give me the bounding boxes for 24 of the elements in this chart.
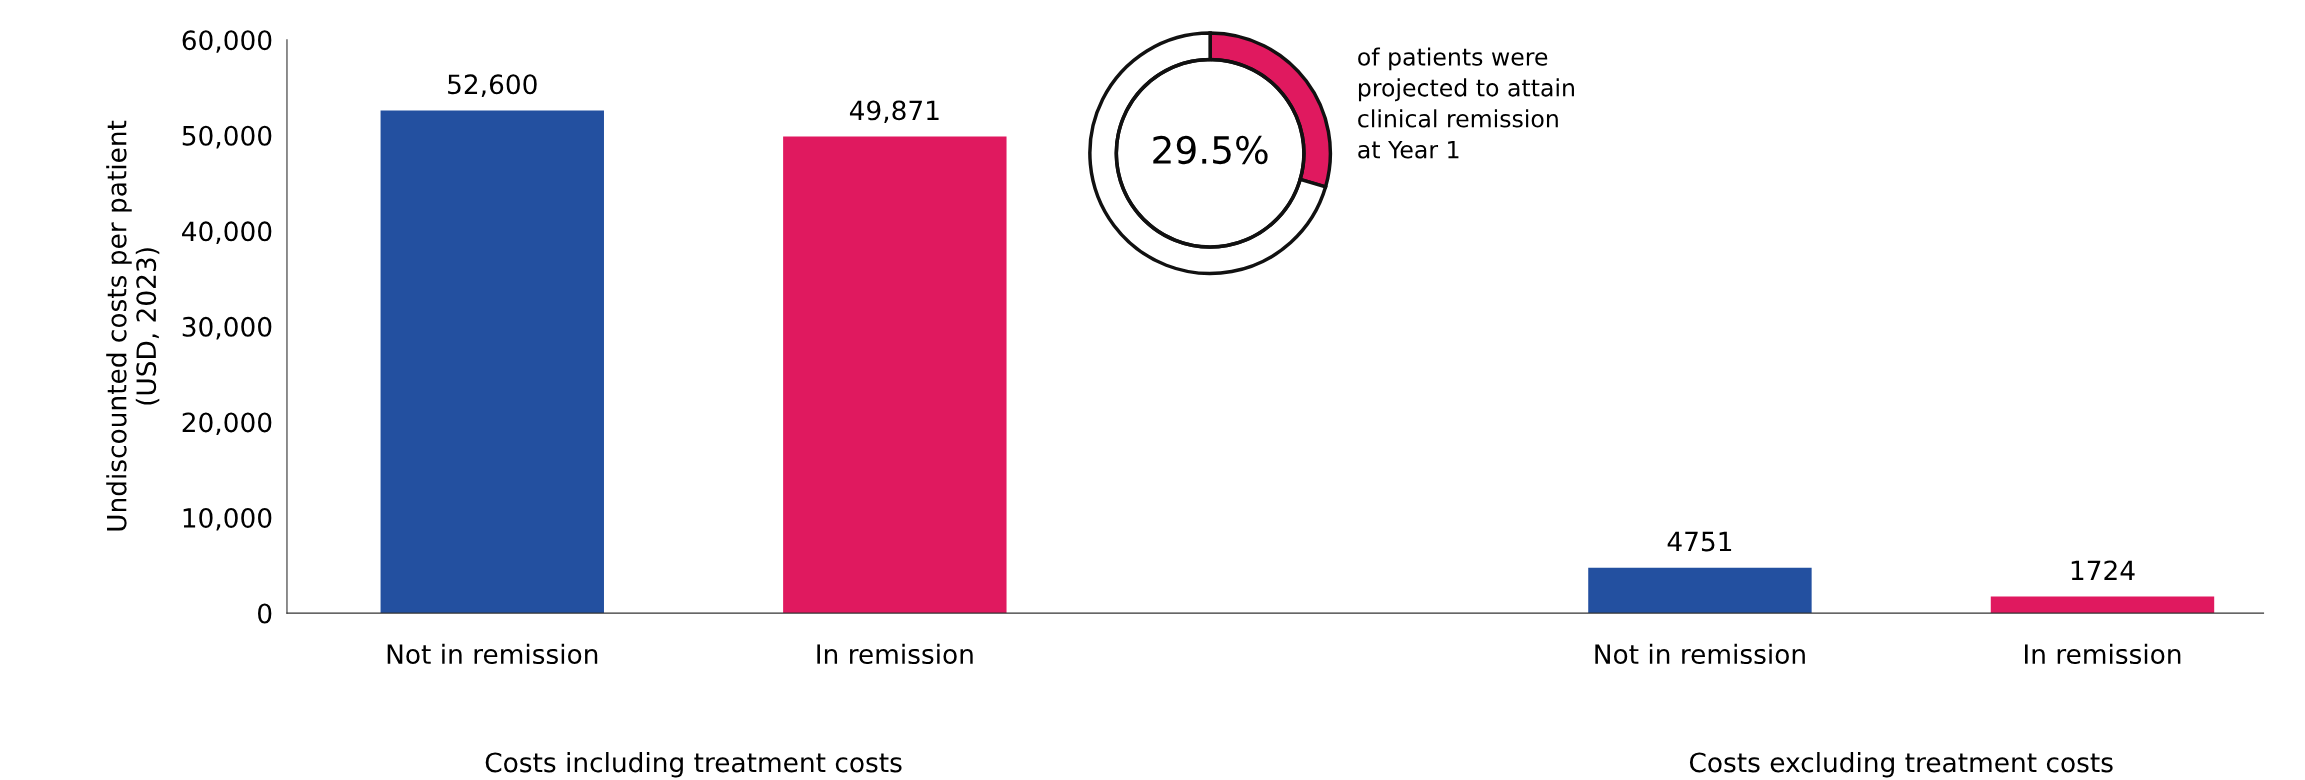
data-label: 4751 — [1667, 531, 1732, 552]
x-tick-label: Not in remission — [1595, 643, 1805, 665]
annotation: 29.5% — [1153, 135, 1268, 165]
y-tick-label: 20,000 — [182, 412, 272, 436]
y-tick-label: 30,000 — [182, 316, 272, 340]
data-label: 52,600 — [448, 74, 537, 97]
x-tick-label: In remission — [817, 643, 973, 665]
x-tick-label: Not in remission — [387, 643, 598, 665]
bar — [1588, 567, 1812, 614]
bar — [380, 110, 604, 614]
x-tick-label: In remission — [2025, 643, 2181, 665]
data-label: 49,871 — [849, 100, 939, 124]
text: Costs including treatment costs — [485, 751, 902, 778]
y-axis-title: Undiscounted costs per patient (USD, 2023) — [106, 120, 160, 531]
y-tick-label: 10,000 — [183, 507, 272, 531]
y-tick-label: 60,000 — [182, 30, 272, 53]
y-tick-label: 40,000 — [182, 221, 272, 244]
data-label: 1724 — [2071, 560, 2135, 581]
y-tick-label: 0 — [258, 603, 272, 624]
annotation: of patients were projected to attain clinical remission at Year 1 — [1358, 47, 1574, 159]
bar — [783, 136, 1007, 614]
text: Costs excluding treatment costs — [1689, 751, 2113, 778]
bar — [1990, 596, 2215, 614]
y-tick-label: 50,000 — [182, 125, 272, 149]
